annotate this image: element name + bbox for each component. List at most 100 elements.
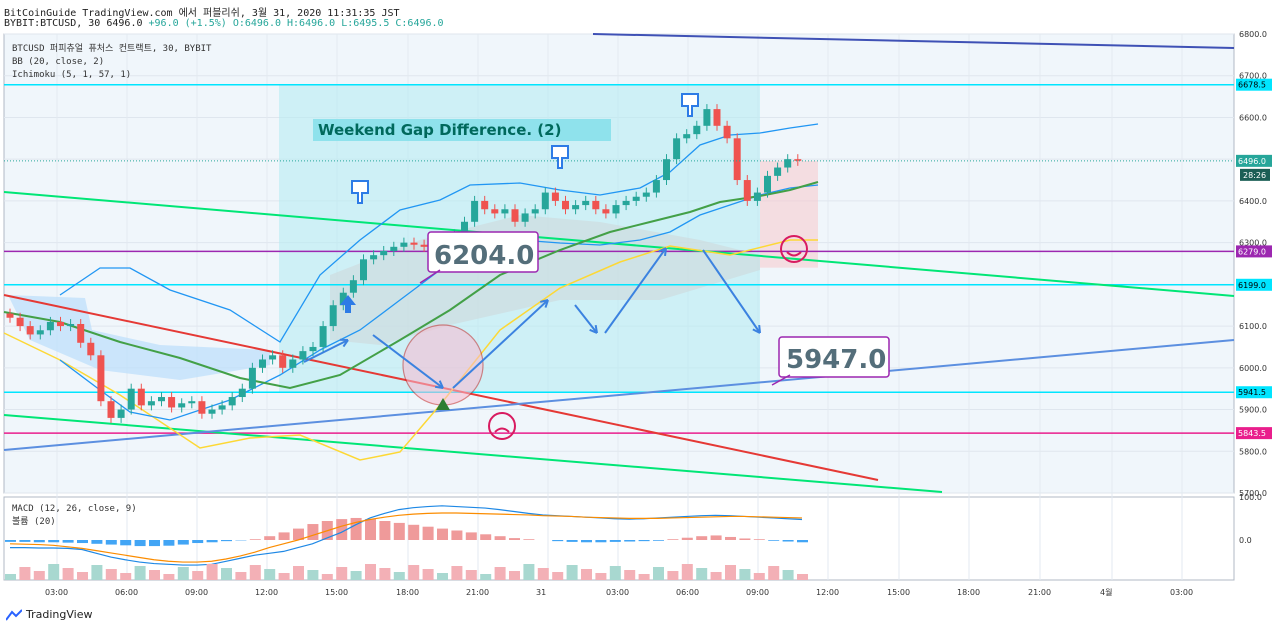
volume-bar xyxy=(465,570,477,580)
y-tick-label: 6600.0 xyxy=(1239,113,1267,122)
volume-bar xyxy=(77,572,88,580)
countdown-label: 28:26 xyxy=(1243,171,1266,180)
volume-bar xyxy=(725,565,736,580)
hand-pointer-icon xyxy=(351,180,369,204)
volume-bar xyxy=(667,571,679,580)
macd-histogram-bar xyxy=(62,540,74,543)
volume-bar xyxy=(206,564,218,580)
candle-body xyxy=(158,397,165,402)
volume-bar xyxy=(307,570,319,580)
macd-histogram-bar xyxy=(753,539,765,540)
candle-body xyxy=(784,159,792,168)
volume-bar xyxy=(422,569,434,580)
macd-tick: 0.0 xyxy=(1239,536,1252,545)
macd-histogram-bar xyxy=(638,540,650,542)
candle-body xyxy=(733,138,741,181)
volume-bar xyxy=(235,572,247,580)
candle-body xyxy=(794,159,802,161)
navy-trendline xyxy=(592,33,1235,49)
candle-body xyxy=(743,180,751,201)
callout-upper-pointer xyxy=(419,269,441,284)
title-box xyxy=(313,119,611,141)
volume-bar xyxy=(710,572,722,580)
candle-body xyxy=(400,242,408,247)
macd-histogram-bar xyxy=(408,524,420,540)
candle-body xyxy=(491,209,499,214)
macd-histogram-bar xyxy=(350,517,362,540)
candle-body xyxy=(511,209,519,222)
volume-bar xyxy=(494,567,506,580)
candle-body xyxy=(178,403,186,408)
volume-bar xyxy=(537,568,549,580)
candle-body xyxy=(531,209,539,214)
macd-histogram-bar xyxy=(264,536,276,540)
macd-histogram-bar xyxy=(134,540,146,547)
candle-body xyxy=(551,192,559,201)
x-tick-label: 21:00 xyxy=(466,588,489,597)
current-price-badge xyxy=(1236,154,1272,167)
x-tick-label: 21:00 xyxy=(1028,588,1051,597)
y-tick-label: 5700.0 xyxy=(1239,489,1267,498)
arrow-down-1-head xyxy=(434,380,444,389)
candle-body xyxy=(723,125,731,139)
volume-bar xyxy=(249,565,261,580)
candle-body xyxy=(461,221,468,235)
volume-bar xyxy=(753,573,765,580)
candle-body xyxy=(16,317,24,327)
candle-body xyxy=(349,280,357,293)
y-tick-label: 5900.0 xyxy=(1239,406,1267,415)
volume-bar xyxy=(33,571,45,580)
volume-bar xyxy=(768,566,780,580)
macd-histogram-bar xyxy=(206,540,218,543)
macd-line xyxy=(10,505,803,566)
candle-body xyxy=(370,255,378,260)
macd-histogram-bar xyxy=(149,540,160,547)
x-tick-label: 09:00 xyxy=(185,588,208,597)
macd-histogram-bar xyxy=(422,526,434,540)
level-badge-label: 6199.0 xyxy=(1238,281,1266,290)
candle-body xyxy=(572,205,580,210)
volume-bar xyxy=(105,569,117,580)
volume-bar xyxy=(638,574,650,580)
candle-body xyxy=(663,159,670,181)
moving-average xyxy=(3,181,819,390)
candle-body xyxy=(380,250,388,256)
volume-bar xyxy=(5,574,16,580)
y-tick-label: 6700.0 xyxy=(1239,72,1267,81)
candle-body xyxy=(289,359,297,368)
level-badge-label: 5843.5 xyxy=(1238,429,1266,438)
macd-histogram-bar xyxy=(77,540,88,544)
macd-histogram-bar xyxy=(609,540,621,542)
tradingview-footer[interactable]: TradingView xyxy=(6,608,92,621)
volume-bar xyxy=(624,570,636,580)
green-trendline-lower xyxy=(3,414,943,493)
x-tick-label: 06:00 xyxy=(115,588,138,597)
macd-histogram-bar xyxy=(667,539,679,540)
callout-upper-value: 6204.0 xyxy=(434,241,534,271)
macd-histogram-bar xyxy=(393,522,405,540)
candle-body xyxy=(481,200,489,210)
candle-body xyxy=(360,259,367,281)
volume-bar xyxy=(523,564,535,580)
candle-body xyxy=(774,167,782,176)
level-badge xyxy=(1236,78,1272,91)
macd-histogram-bar xyxy=(249,539,261,540)
x-tick-label: 31 xyxy=(536,588,546,597)
macd-histogram-bar xyxy=(725,536,736,540)
volume-bar xyxy=(336,567,348,580)
volume-bar xyxy=(509,571,520,580)
candle-body xyxy=(683,134,691,139)
level-badge-label: 6279.0 xyxy=(1238,247,1266,256)
macd-histogram-bar xyxy=(653,540,664,541)
macd-histogram-bar xyxy=(595,540,607,543)
volume-bar xyxy=(653,567,664,580)
x-tick-label: 12:00 xyxy=(816,588,839,597)
happy-face-icon xyxy=(780,235,808,263)
x-tick-label: 03:00 xyxy=(606,588,629,597)
volume-bar xyxy=(566,565,578,580)
candle-body xyxy=(329,305,337,327)
volume-bar xyxy=(264,569,276,580)
candle-body xyxy=(652,180,660,193)
sad-face-icon xyxy=(488,412,516,440)
